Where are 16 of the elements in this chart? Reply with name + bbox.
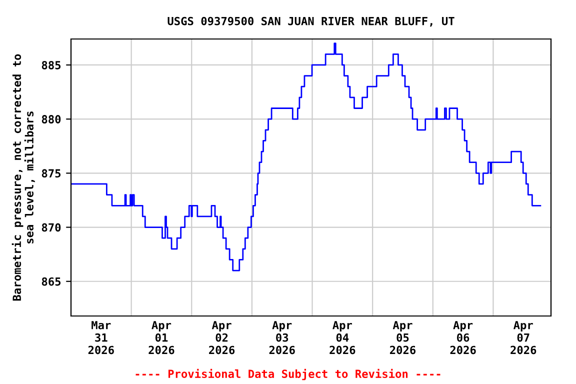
x-tick-label: Apr 07 2026: [510, 321, 536, 354]
x-tick-label: Apr 02 2026: [209, 321, 235, 354]
x-tick-label: Mar 31 2026: [88, 321, 114, 354]
x-tick-label: Apr 05 2026: [390, 321, 416, 354]
y-tick-label: 865: [42, 277, 61, 286]
x-tick-label: Apr 01 2026: [148, 321, 174, 354]
y-axis-title: Barometric pressure, not corrected to sea level, millibars: [12, 54, 35, 301]
x-tick-label: Apr 06 2026: [450, 321, 476, 354]
y-tick-label: 880: [42, 115, 61, 124]
chart-title: USGS 09379500 SAN JUAN RIVER NEAR BLUFF, UT: [168, 16, 454, 27]
text: ---- Provisional Data Subject to Revision ----: [136, 368, 440, 380]
y-tick-label: 875: [42, 169, 61, 178]
y-tick-label: 870: [42, 223, 61, 232]
x-tick-label: Apr 03 2026: [269, 321, 295, 354]
y-tick-label: 885: [42, 60, 61, 70]
x-tick-label: Apr 04 2026: [330, 321, 356, 354]
